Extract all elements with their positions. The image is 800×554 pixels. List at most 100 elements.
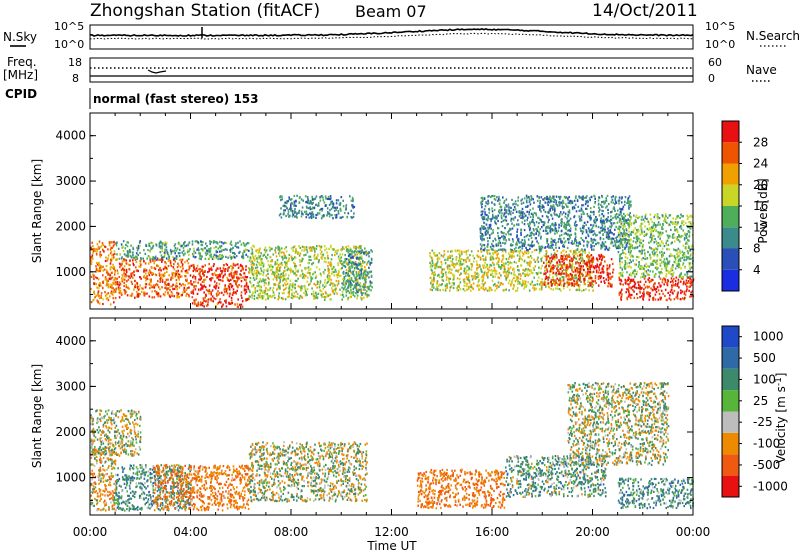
heatmap-cell bbox=[488, 249, 490, 252]
heatmap-cell bbox=[486, 219, 489, 222]
heatmap-cell bbox=[619, 241, 622, 244]
heatmap-cell bbox=[504, 206, 506, 209]
heatmap-cell bbox=[599, 221, 602, 224]
heatmap-cell bbox=[355, 280, 358, 284]
heatmap-cell bbox=[272, 253, 275, 256]
heatmap-cell bbox=[90, 258, 92, 261]
heatmap-cell bbox=[162, 242, 165, 245]
heatmap-cell bbox=[311, 287, 313, 290]
heatmap-cell bbox=[240, 280, 243, 283]
heatmap-cell bbox=[523, 223, 526, 226]
heatmap-cell bbox=[321, 255, 324, 258]
heatmap-cell bbox=[613, 240, 616, 243]
heatmap-cell bbox=[543, 206, 545, 209]
heatmap-cell bbox=[347, 286, 349, 289]
freq-unit-label: [MHz] bbox=[3, 68, 38, 82]
heatmap-cell bbox=[332, 267, 335, 270]
heatmap-cell bbox=[435, 288, 437, 291]
heatmap-cell bbox=[492, 275, 494, 278]
heatmap-cell bbox=[504, 237, 506, 240]
heatmap-cell bbox=[326, 197, 329, 201]
heatmap-cell bbox=[540, 284, 543, 287]
heatmap-cell bbox=[263, 281, 266, 284]
heatmap-cell bbox=[289, 198, 292, 201]
heatmap-cell bbox=[98, 297, 101, 300]
heatmap-cell bbox=[324, 279, 326, 282]
heatmap-cell bbox=[236, 276, 238, 279]
heatmap-cell bbox=[340, 260, 343, 263]
heatmap-cell bbox=[278, 250, 281, 253]
heatmap-cell bbox=[192, 289, 195, 292]
heatmap-cell bbox=[278, 282, 281, 285]
heatmap-cell bbox=[606, 194, 609, 197]
heatmap-cell bbox=[99, 267, 101, 270]
heatmap-cell bbox=[556, 249, 559, 253]
heatmap-cell bbox=[102, 274, 104, 277]
heatmap-cell bbox=[139, 284, 141, 287]
heatmap-cell bbox=[317, 202, 320, 205]
heatmap-cell bbox=[164, 261, 166, 264]
heatmap-cell bbox=[323, 245, 326, 248]
heatmap-cell bbox=[498, 257, 500, 260]
heatmap-cell bbox=[158, 242, 161, 245]
heatmap-cell bbox=[327, 294, 329, 298]
heatmap-cell bbox=[176, 266, 179, 269]
heatmap-cell bbox=[591, 238, 594, 241]
heatmap-cell bbox=[111, 266, 114, 269]
heatmap-cell bbox=[117, 247, 120, 250]
heatmap-cell bbox=[595, 225, 597, 228]
heatmap-cell bbox=[335, 287, 337, 290]
heatmap-cell bbox=[365, 290, 368, 293]
heatmap-cell bbox=[558, 288, 561, 291]
heatmap-cell bbox=[610, 276, 613, 279]
heatmap-cell bbox=[576, 260, 579, 263]
heatmap-cell bbox=[624, 247, 626, 251]
heatmap-cell bbox=[275, 255, 278, 258]
heatmap-cell bbox=[128, 263, 130, 266]
heatmap-cell bbox=[550, 214, 553, 217]
heatmap-cell bbox=[116, 269, 119, 272]
heatmap-cell bbox=[553, 266, 555, 269]
heatmap-cell bbox=[245, 265, 247, 268]
heatmap-cell bbox=[579, 196, 581, 199]
heatmap-cell bbox=[490, 247, 493, 251]
heatmap-cell bbox=[235, 243, 237, 246]
heatmap-cell bbox=[468, 266, 470, 269]
heatmap-cell bbox=[119, 287, 122, 290]
heatmap-cell bbox=[97, 290, 100, 293]
heatmap-cell bbox=[165, 246, 168, 249]
heatmap-cell bbox=[586, 207, 588, 210]
heatmap-cell bbox=[518, 210, 520, 213]
heatmap-cell bbox=[561, 272, 564, 275]
heatmap-cell bbox=[169, 288, 171, 292]
heatmap-cell bbox=[554, 223, 557, 226]
heatmap-cell bbox=[176, 294, 179, 297]
heatmap-cell bbox=[132, 256, 135, 259]
heatmap-cell bbox=[623, 223, 626, 226]
heatmap-cell bbox=[578, 287, 581, 290]
heatmap-cell bbox=[358, 251, 360, 254]
heatmap-cell bbox=[499, 248, 502, 251]
heatmap-cell bbox=[587, 227, 590, 230]
heatmap-cell bbox=[479, 231, 482, 234]
noise-panel-frame bbox=[89, 24, 694, 50]
heatmap-cell bbox=[172, 250, 174, 253]
heatmap-cell bbox=[550, 205, 553, 208]
heatmap-cell bbox=[606, 268, 608, 271]
heatmap-cell bbox=[550, 287, 552, 291]
heatmap-cell bbox=[347, 245, 350, 248]
heatmap-cell bbox=[593, 221, 596, 224]
heatmap-cell bbox=[349, 280, 351, 283]
heatmap-cell bbox=[306, 266, 308, 270]
heatmap-cell bbox=[628, 239, 631, 242]
heatmap-cell bbox=[470, 268, 473, 271]
heatmap-cell bbox=[467, 287, 470, 290]
heatmap-cell bbox=[230, 243, 233, 246]
heatmap-cell bbox=[220, 244, 223, 248]
heatmap-cell bbox=[300, 215, 303, 218]
heatmap-cell bbox=[552, 204, 555, 207]
heatmap-cell bbox=[340, 293, 342, 296]
heatmap-cell bbox=[523, 236, 526, 239]
heatmap-cell bbox=[143, 291, 145, 294]
heatmap-cell bbox=[169, 295, 171, 299]
